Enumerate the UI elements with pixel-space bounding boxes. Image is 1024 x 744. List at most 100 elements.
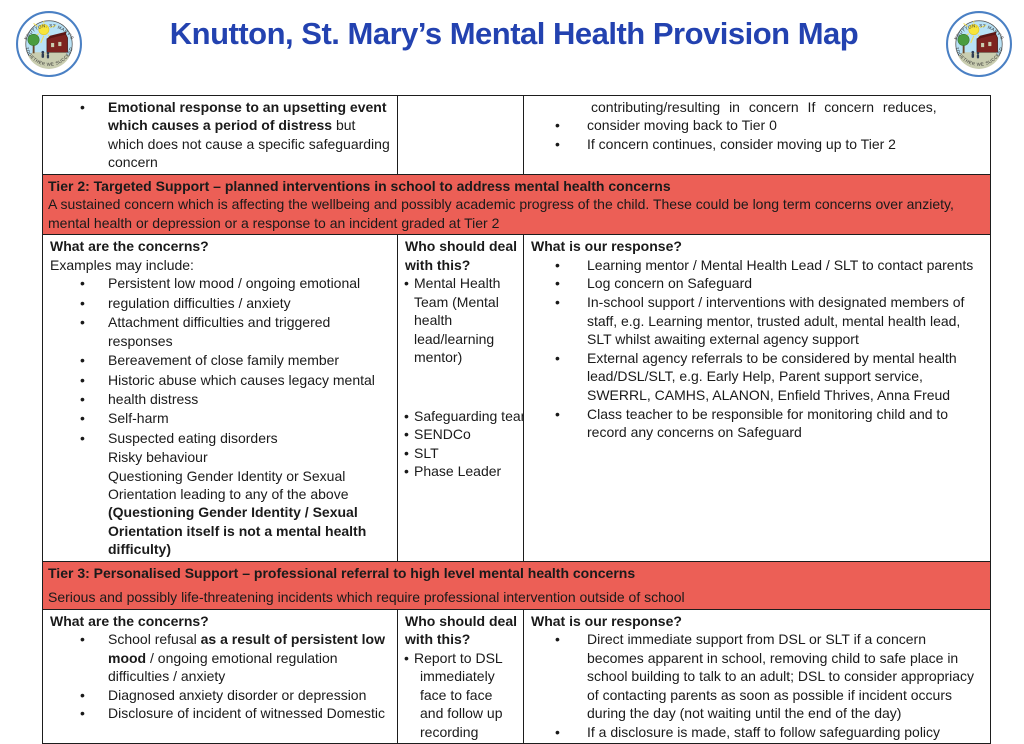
bullet-icon: • <box>80 371 85 388</box>
bullet-icon: • <box>80 705 85 722</box>
continuation-line: immediately face to face and follow up r… <box>420 668 503 740</box>
bullet-icon: • <box>80 294 85 311</box>
school-crest-icon: KNUTTON, ST MARY'S TOGETHER WE SUCCEED <box>16 11 82 77</box>
list-item: • health distress <box>48 390 392 409</box>
tier3-who-cell: Who should deal with this? • Report to DS… <box>397 608 524 744</box>
bullet-icon: • <box>80 275 85 292</box>
school-crest-icon: KNUTTON, ST MARY'S TOGETHER WE SUCCEED <box>946 11 1012 77</box>
tier3-banner-row: Tier 3: Personalised Support – professio… <box>42 560 991 610</box>
tier3-banner: Tier 3: Personalised Support – professio… <box>42 560 991 610</box>
list-item: • Log concern on Safeguard <box>555 275 753 292</box>
list-item: • School refusal as a result of persiste… <box>48 630 392 685</box>
bullet-icon: • <box>555 723 560 740</box>
list-item: • Direct immediate support from DSL or SL… <box>555 631 975 722</box>
tier1-concerns-cell: • Emotional response to an upsetting eve… <box>42 95 398 175</box>
bold-note: (Questioning Gender Identity / Sexual Or… <box>108 504 367 558</box>
bullet-icon: • <box>80 686 85 703</box>
list-item-text: Emotional response to an upsetting event… <box>108 99 390 171</box>
bullet-icon: • <box>80 391 85 408</box>
bullet-icon: • <box>404 444 409 461</box>
page-title: Knutton, St. Mary’s Mental Health Provis… <box>169 16 859 51</box>
list-item: • Suspected eating disorders <box>48 429 392 448</box>
tree-icon <box>27 33 40 54</box>
school-logo-right: KNUTTON, ST MARY'S TOGETHER WE SUCCEED <box>946 11 1012 82</box>
list-item-text: School refusal as a result of persistent… <box>108 631 385 685</box>
tier3-banner-desc: Serious and possibly life-threatening in… <box>48 589 685 606</box>
bullet-icon: • <box>404 426 409 443</box>
list-item: • SENDCo <box>404 426 471 443</box>
bullet-icon: • <box>404 407 409 424</box>
sun-icon <box>33 20 57 44</box>
intro-line: Examples may include: <box>50 256 194 273</box>
column-header: What are the concerns? <box>50 238 209 255</box>
page-header: KNUTTON, ST MARY'S TOGETHER WE SUCCEED K… <box>0 0 1024 90</box>
list-item: • Persistent low mood / ongoing emotional <box>48 274 392 293</box>
children-figures <box>41 50 50 59</box>
column-header: What is our response? <box>531 238 682 255</box>
list-item: • Self-harm <box>48 409 392 428</box>
column-header: Who should deal with this? <box>405 612 517 648</box>
tier2-banner: Tier 2: Targeted Support – planned inter… <box>42 173 991 236</box>
bullet-icon: • <box>555 293 560 310</box>
list-item: • Mental Health Team (Mental health lead/… <box>404 275 501 366</box>
tier2-concerns-cell: What are the concerns? Examples may incl… <box>42 234 398 562</box>
tier3-banner-title: Tier 3: Personalised Support – professio… <box>48 564 636 581</box>
list-item: • Learning mentor / Mental Health Lead / … <box>555 256 974 273</box>
column-header: What is our response? <box>531 612 682 629</box>
tier3-content-row: What are the concerns? • School refusal … <box>42 608 991 744</box>
list-item: • If a disclosure is made, staff to follo… <box>555 723 941 740</box>
tier2-who-cell: Who should deal with this? • Mental Healt… <box>397 234 524 562</box>
bullet-icon: • <box>404 649 409 666</box>
tier2-banner-title: Tier 2: Targeted Support – planned inter… <box>48 177 671 194</box>
list-item: • SLT <box>404 444 439 461</box>
list-item: • Attachment difficulties and triggered r… <box>80 313 331 350</box>
column-header: Who should deal with this? <box>405 238 517 273</box>
tree-icon <box>957 33 970 54</box>
tier1-who-cell <box>397 95 524 175</box>
bullet-icon: • <box>404 275 409 292</box>
bullet-icon: • <box>555 349 560 366</box>
plain-line: Risky behaviour <box>108 449 208 466</box>
list-item: • Phase Leader <box>404 462 502 479</box>
ground <box>958 52 1000 69</box>
school-logo-left: KNUTTON, ST MARY'S TOGETHER WE SUCCEED <box>16 11 82 82</box>
list-item: • Disclosure of incident of witnessed Dom… <box>80 705 386 722</box>
tier3-concerns-cell: What are the concerns? • School refusal … <box>42 608 398 744</box>
tier2-banner-row: Tier 2: Targeted Support – planned inter… <box>42 173 991 236</box>
tier2-banner-desc: A sustained concern which is affecting t… <box>48 196 954 231</box>
bullet-icon: • <box>555 275 560 292</box>
bullet-icon: • <box>404 462 409 479</box>
list-item: • consider moving back to Tier 0 <box>555 117 777 134</box>
tier1-response-cell: contributing/resulting in concern If con… <box>523 95 991 175</box>
school-building <box>46 31 68 53</box>
list-item: • If concern continues, consider moving … <box>555 135 896 152</box>
list-item: • Emotional response to an upsetting eve… <box>48 98 392 172</box>
list-item: • regulation difficulties / anxiety <box>48 294 392 313</box>
bullet-icon: • <box>80 410 85 427</box>
list-item: • In-school support / interventions with … <box>555 293 965 348</box>
bullet-icon: • <box>555 405 560 422</box>
ground <box>28 52 70 69</box>
tier2-content-row: What are the concerns? Examples may incl… <box>42 234 991 562</box>
bullet-icon: • <box>555 135 560 152</box>
bullet-icon: • <box>555 256 560 273</box>
list-item: • Class teacher to be responsible for mon… <box>555 405 949 441</box>
bullet-icon: • <box>80 631 85 648</box>
list-item: • Report to DSL <box>404 649 503 666</box>
school-building <box>976 31 998 53</box>
bullet-icon: • <box>555 117 560 134</box>
list-item: • Bereavement of close family member <box>48 351 392 370</box>
bullet-icon: • <box>80 352 85 369</box>
list-item: • Historic abuse which causes legacy ment… <box>48 371 392 390</box>
list-item: • Diagnosed anxiety disorder or depressio… <box>80 686 367 703</box>
column-header: What are the concerns? <box>50 612 209 629</box>
bullet-icon: • <box>80 313 85 330</box>
tier3-response-cell: What is our response? • Direct immediate … <box>523 608 991 744</box>
list-item: • Safeguarding team <box>404 407 524 424</box>
tier2-response-cell: What is our response? • Learning mentor /… <box>523 234 991 562</box>
children-figures <box>971 50 980 59</box>
provision-map-table: • Emotional response to an upsetting eve… <box>42 95 991 744</box>
bullet-icon: • <box>80 429 85 446</box>
tier1-overflow-row: • Emotional response to an upsetting eve… <box>42 95 991 175</box>
